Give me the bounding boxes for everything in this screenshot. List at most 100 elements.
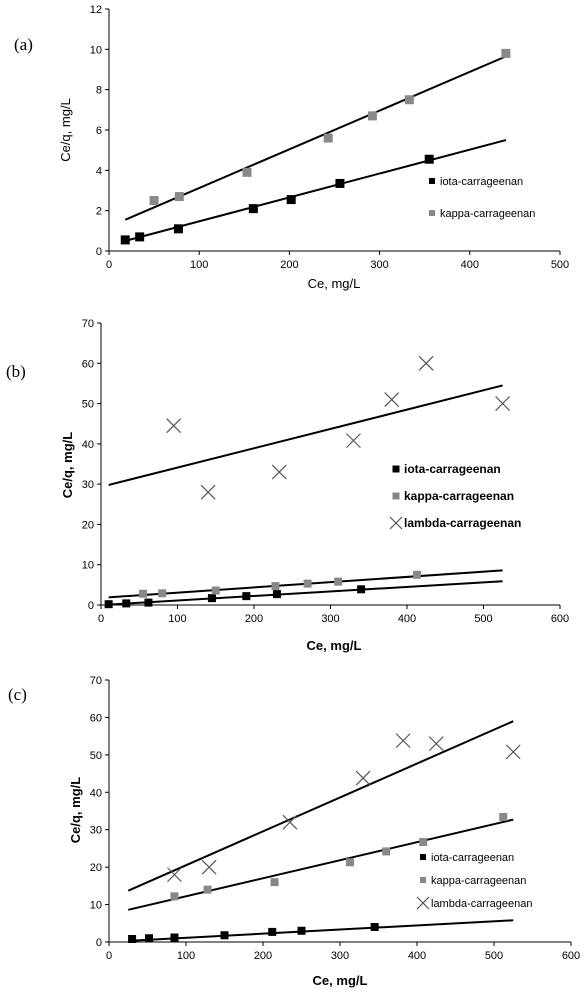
data-point-iota-carrageenan <box>170 933 179 942</box>
data-point-iota-carrageenan <box>144 598 153 607</box>
data-point-kappa-carrageenan <box>270 878 279 887</box>
x-marker-stroke <box>167 867 182 883</box>
fit-line-iota-carrageenan <box>128 919 514 942</box>
x-marker-stroke <box>416 896 430 910</box>
y-tick-label: 4 <box>96 165 102 177</box>
data-point-lambda-carrageenan <box>355 770 371 786</box>
legend-label: lambda-carrageenan <box>431 898 533 910</box>
legend-label: lambda-carrageenan <box>404 516 521 530</box>
legend-marker-iota-carrageenan <box>420 854 426 860</box>
data-point-iota-carrageenan <box>145 934 154 943</box>
x-axis-title: Ce, mg/L <box>307 638 362 653</box>
data-point-iota-carrageenan <box>207 594 216 603</box>
data-point-iota-carrageenan <box>135 232 145 242</box>
legend-marker-lambda-carrageenan <box>389 516 403 530</box>
fit-line-iota-carrageenan <box>124 139 507 242</box>
data-point-kappa-carrageenan <box>242 167 252 177</box>
y-tick-label: 8 <box>96 85 102 97</box>
x-marker-stroke <box>201 859 217 875</box>
x-marker-stroke <box>389 516 403 530</box>
data-point-kappa-carrageenan <box>382 847 391 856</box>
x-tick-label: 100 <box>190 259 208 271</box>
y-tick-label: 20 <box>90 862 102 874</box>
y-tick-label: 30 <box>82 479 94 491</box>
x-tick-label: 300 <box>370 259 388 271</box>
y-axis-title: Ce/q, mg/L <box>68 777 83 844</box>
x-tick-label: 200 <box>280 259 298 271</box>
y-axis-title: Ce/q, mg/L <box>58 98 73 162</box>
data-point-lambda-carrageenan <box>166 418 182 434</box>
x-marker-stroke <box>271 464 287 480</box>
x-tick-label: 300 <box>321 613 339 625</box>
data-point-lambda-carrageenan <box>495 396 511 411</box>
x-tick-label: 600 <box>562 950 580 962</box>
data-point-iota-carrageenan <box>286 195 296 205</box>
data-point-iota-carrageenan <box>370 923 379 932</box>
legend-label: kappa-carrageenan <box>404 489 514 503</box>
data-point-kappa-carrageenan <box>303 579 312 588</box>
data-point-lambda-carrageenan <box>201 859 217 875</box>
panel-label: (c) <box>8 685 27 704</box>
x-tick-label: 500 <box>551 259 569 271</box>
x-tick-label: 0 <box>106 259 112 271</box>
x-tick-label: 500 <box>474 613 492 625</box>
chart-panel-c: 0 100 200 300 400 500 600 0 10 20 30 40 50 60 70 (c) Ce,… <box>8 675 580 988</box>
x-marker-stroke <box>495 396 511 411</box>
panel-label: (b) <box>6 362 26 381</box>
y-tick-label: 70 <box>90 675 102 687</box>
x-marker-stroke <box>395 733 411 749</box>
fit-line-iota-carrageenan <box>108 580 503 606</box>
x-tick-label: 200 <box>245 613 263 625</box>
data-point-lambda-carrageenan <box>200 484 216 500</box>
y-tick-label: 0 <box>88 600 94 612</box>
x-marker-stroke <box>346 433 361 449</box>
x-marker-stroke <box>355 770 371 786</box>
data-point-kappa-carrageenan <box>412 570 421 579</box>
x-axis-title: Ce, mg/L <box>313 973 368 988</box>
data-point-kappa-carrageenan <box>158 589 167 598</box>
data-point-lambda-carrageenan <box>282 814 298 830</box>
legend-marker-kappa-carrageenan <box>429 210 435 216</box>
y-tick-label: 2 <box>96 206 102 218</box>
y-tick-label: 70 <box>82 318 94 330</box>
fit-line-kappa-carrageenan <box>128 818 514 911</box>
data-point-lambda-carrageenan <box>271 464 287 480</box>
y-tick-label: 60 <box>90 712 102 724</box>
data-point-kappa-carrageenan <box>404 95 414 105</box>
data-point-iota-carrageenan <box>122 599 131 608</box>
data-point-iota-carrageenan <box>104 600 113 609</box>
x-tick-label: 400 <box>461 259 479 271</box>
fit-line-lambda-carrageenan <box>127 720 514 892</box>
x-tick-label: 0 <box>98 613 104 625</box>
legend-label: kappa-carrageenan <box>431 875 526 887</box>
x-marker-stroke <box>428 736 444 752</box>
legend-label: iota-carrageenan <box>431 852 514 864</box>
y-tick-label: 60 <box>82 358 94 370</box>
data-point-iota-carrageenan <box>297 926 306 935</box>
fit-line-kappa-carrageenan <box>124 55 507 221</box>
x-tick-label: 600 <box>551 613 569 625</box>
data-point-kappa-carrageenan <box>203 885 212 894</box>
panel-label: (a) <box>14 35 33 54</box>
x-tick-label: 100 <box>177 950 195 962</box>
y-tick-label: 10 <box>82 560 94 572</box>
legend-marker-iota-carrageenan <box>392 465 400 473</box>
data-point-kappa-carrageenan <box>271 582 280 591</box>
y-tick-label: 0 <box>96 937 102 949</box>
data-point-kappa-carrageenan <box>323 133 333 143</box>
data-point-kappa-carrageenan <box>501 48 511 58</box>
data-point-iota-carrageenan <box>120 235 130 245</box>
data-point-kappa-carrageenan <box>211 586 220 595</box>
data-point-lambda-carrageenan <box>346 433 361 449</box>
data-point-kappa-carrageenan <box>174 192 184 202</box>
x-tick-label: 400 <box>408 950 426 962</box>
data-point-kappa-carrageenan <box>346 858 355 867</box>
data-point-lambda-carrageenan <box>384 392 400 407</box>
data-point-lambda-carrageenan <box>505 744 521 760</box>
y-axis-title: Ce/q, mg/L <box>60 432 75 499</box>
data-point-lambda-carrageenan <box>418 355 434 371</box>
y-tick-label: 20 <box>82 519 94 531</box>
data-point-iota-carrageenan <box>357 585 366 594</box>
data-point-iota-carrageenan <box>242 592 251 601</box>
x-tick-label: 100 <box>168 613 186 625</box>
